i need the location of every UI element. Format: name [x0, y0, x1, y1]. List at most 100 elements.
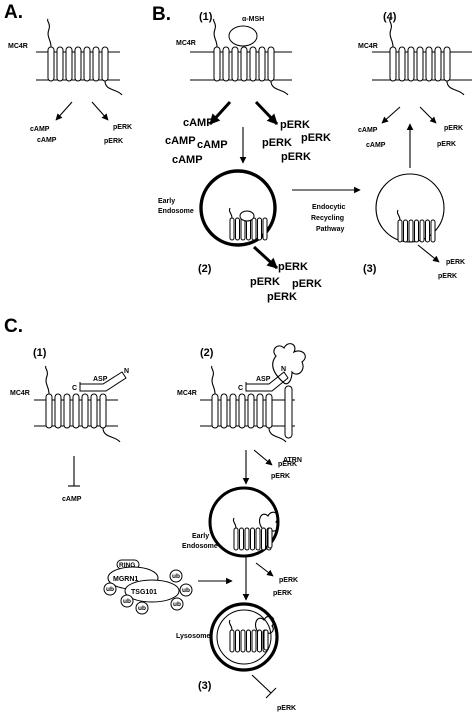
camp-text: cAMP	[62, 496, 82, 503]
c-terminus-label: C	[238, 385, 243, 392]
mc4r-receptor	[46, 18, 123, 96]
perk-arrow	[417, 244, 440, 263]
step-b1: (1)	[199, 11, 213, 23]
perk-text: pERK	[267, 291, 297, 303]
perk-arrow	[253, 449, 273, 466]
camp-text: cAMP	[30, 126, 50, 133]
mc4r-label: MC4R	[358, 43, 378, 50]
perk-arrow	[255, 562, 274, 577]
ubiquitin-label: ub	[172, 573, 180, 580]
atrn-label: ATRN	[283, 457, 302, 464]
panel-c: C. (1) (2) MC4R ASP C N cAMP MC4R ASP C …	[4, 316, 306, 712]
mgrn1-label: MGRN1	[113, 576, 138, 583]
tsg101-protein	[124, 579, 180, 603]
asp-label: ASP	[93, 376, 108, 383]
ubiquitin-label: ub	[182, 587, 190, 594]
perk-text: pERK	[438, 273, 457, 280]
perk-text: pERK	[104, 138, 123, 145]
n-terminus-label: N	[281, 366, 286, 373]
perk-text: pERK	[280, 119, 310, 131]
camp-arrow	[381, 106, 401, 124]
camp-arrow-thick	[208, 100, 232, 126]
perk-text: pERK	[281, 151, 311, 163]
panel-a: A. MC4R cAMP cAMP pERK pERK	[4, 2, 132, 145]
perk-text: pERK	[113, 124, 132, 131]
step-b3: (3)	[363, 263, 377, 275]
step-c1: (1)	[33, 347, 47, 359]
perk-arrow	[419, 106, 437, 124]
c-terminus-label: C	[72, 385, 77, 392]
recycling-label: Recycling	[311, 215, 344, 222]
step-b4: (4)	[383, 11, 397, 23]
perk-text: pERK	[292, 278, 322, 290]
mc4r-receptor	[396, 209, 436, 243]
lysosome-label: Lysosome	[176, 633, 210, 640]
mc4r-label: MC4R	[176, 40, 196, 47]
alpha-msh-label: α-MSH	[242, 16, 264, 23]
camp-text: cAMP	[366, 142, 386, 149]
perk-text: pERK	[446, 259, 465, 266]
n-terminus-label: N	[124, 368, 129, 375]
ubiquitin-label: ub	[173, 601, 181, 608]
perk-text: pERK	[444, 125, 463, 132]
camp-text: cAMP	[37, 137, 57, 144]
perk-text: pERK	[277, 705, 296, 712]
perk-arrow-thick	[252, 245, 279, 270]
atrn-ectodomain	[259, 511, 279, 532]
perk-text: pERK	[262, 137, 292, 149]
perk-text: pERK	[278, 261, 308, 273]
atrn-receptor	[284, 385, 293, 439]
asp-antagonist	[79, 371, 127, 392]
camp-text: cAMP	[165, 135, 196, 147]
camp-text: cAMP	[172, 154, 203, 166]
mc4r-label: MC4R	[8, 43, 28, 50]
endosome-label: Endosome	[182, 543, 218, 550]
pathway-label: Pathway	[316, 226, 345, 233]
asp-label: ASP	[256, 376, 271, 383]
mc4r-label: MC4R	[177, 390, 197, 397]
camp-text: cAMP	[358, 127, 378, 134]
inhibition-bar	[265, 687, 277, 699]
ubiquitin-label: ub	[138, 605, 146, 612]
alpha-msh-ligand	[239, 210, 255, 222]
atrn-ectodomain	[255, 615, 275, 634]
perk-text: pERK	[437, 141, 456, 148]
panel-a-label: A.	[4, 2, 23, 23]
ubiquitin-label: ub	[123, 598, 131, 605]
camp-arrow	[55, 101, 73, 121]
panel-b-label: B.	[152, 4, 171, 25]
endocytic-label: Endocytic	[312, 204, 346, 211]
step-c3: (3)	[198, 680, 212, 692]
atrn-receptor	[263, 629, 269, 651]
perk-text: pERK	[273, 590, 292, 597]
mc4r-receptor	[388, 18, 465, 96]
camp-text: cAMP	[197, 139, 228, 151]
mc4r-receptor	[210, 365, 287, 443]
perk-text: pERK	[301, 132, 331, 144]
camp-text: cAMP	[183, 117, 214, 129]
atrn-ectodomain	[272, 343, 306, 385]
perk-arrow	[91, 101, 109, 121]
alpha-msh-ligand	[228, 25, 258, 47]
panel-b: B. (1) (4) α-MSH MC4R cAMP cAMP cAMP cAM…	[152, 4, 472, 303]
inhibition-line	[251, 674, 272, 694]
lysosome-inner-membrane	[216, 609, 272, 665]
perk-text: pERK	[279, 577, 298, 584]
asp-antagonist	[245, 371, 289, 392]
perk-text: pERK	[271, 473, 290, 480]
perk-text: pERK	[250, 276, 280, 288]
mc4r-label: MC4R	[10, 390, 30, 397]
step-b2: (2)	[198, 263, 212, 275]
tsg101-label: TSG101	[131, 589, 157, 596]
early-label: Early	[192, 533, 209, 540]
panel-c-label: C.	[4, 316, 23, 337]
perk-arrow-thick	[254, 100, 279, 126]
ring-label: RING	[119, 562, 135, 569]
step-c2: (2)	[200, 347, 214, 359]
endosome-label: Endosome	[158, 208, 194, 215]
perk-text: pERK	[278, 461, 297, 468]
ubiquitin-label: ub	[106, 586, 114, 593]
mc4r-receptor	[44, 365, 121, 443]
mgrn1-tsg101-complex: RING MGRN1 TSG101 ub ub ub ub ub ub	[103, 559, 193, 615]
atrn-receptor	[267, 527, 273, 549]
